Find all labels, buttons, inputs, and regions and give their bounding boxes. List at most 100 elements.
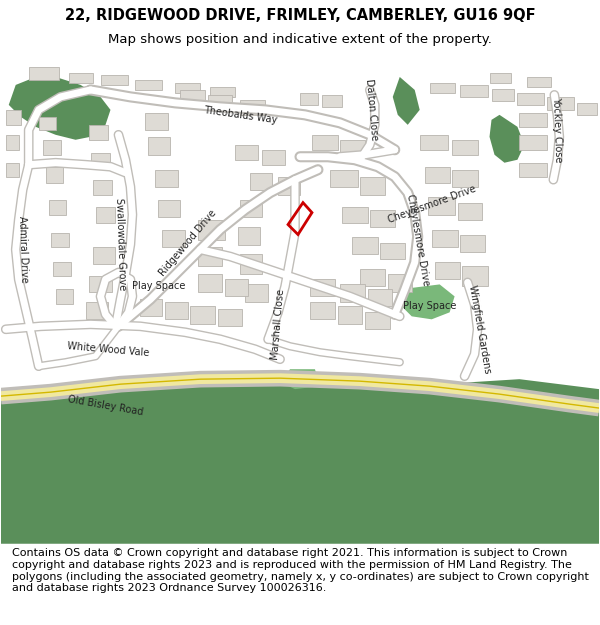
Polygon shape [29,67,59,80]
Text: Marshall Close: Marshall Close [270,289,286,360]
Text: Play Space: Play Space [403,301,457,311]
Polygon shape [428,197,455,214]
Polygon shape [310,302,335,319]
Polygon shape [9,77,110,140]
Polygon shape [520,135,547,150]
Polygon shape [388,274,412,292]
Polygon shape [278,177,300,194]
Text: Cheylesmore Drive: Cheylesmore Drive [405,193,431,286]
Polygon shape [101,75,128,85]
Polygon shape [360,269,385,286]
Polygon shape [262,150,285,165]
Polygon shape [95,207,115,222]
Text: Dalton Close: Dalton Close [364,79,379,141]
Polygon shape [460,234,485,253]
Polygon shape [490,115,524,162]
Polygon shape [89,276,112,292]
Polygon shape [6,135,19,150]
Polygon shape [393,77,419,125]
Polygon shape [92,246,115,264]
Polygon shape [430,83,455,93]
Text: Ridgewood Drive: Ridgewood Drive [158,208,219,278]
Polygon shape [1,379,599,544]
Polygon shape [198,246,222,266]
Polygon shape [50,232,68,246]
Polygon shape [89,125,109,140]
Text: Admiral Drive: Admiral Drive [17,216,29,283]
Polygon shape [322,95,342,107]
Polygon shape [342,207,368,222]
Polygon shape [148,137,170,155]
Polygon shape [240,199,262,217]
Polygon shape [43,140,61,155]
Polygon shape [250,173,272,189]
Polygon shape [6,162,19,177]
Polygon shape [280,369,320,389]
Polygon shape [240,254,262,274]
Polygon shape [352,236,378,254]
Polygon shape [86,302,109,319]
Polygon shape [38,117,56,130]
Polygon shape [452,170,478,187]
Polygon shape [340,140,365,155]
Polygon shape [163,229,185,246]
Polygon shape [175,83,200,93]
Polygon shape [68,73,92,83]
Polygon shape [208,95,232,110]
Polygon shape [370,209,395,226]
Polygon shape [198,274,222,292]
Polygon shape [431,229,458,246]
Polygon shape [527,77,551,87]
Polygon shape [520,113,547,127]
Text: Old Bisley Road: Old Bisley Road [67,394,144,418]
Polygon shape [155,170,178,187]
Polygon shape [517,93,544,105]
Polygon shape [452,140,478,155]
Text: White Wood Vale: White Wood Vale [67,341,150,358]
Polygon shape [460,85,488,97]
Text: 22, RIDGEWOOD DRIVE, FRIMLEY, CAMBERLEY, GU16 9QF: 22, RIDGEWOOD DRIVE, FRIMLEY, CAMBERLEY,… [65,8,535,23]
Polygon shape [56,289,73,304]
Polygon shape [210,87,235,97]
Polygon shape [166,302,188,319]
Polygon shape [419,135,448,150]
Polygon shape [198,219,225,239]
Polygon shape [53,262,71,276]
Polygon shape [400,284,455,319]
Polygon shape [140,299,163,316]
Polygon shape [158,199,181,217]
Text: Swallowdale Grove: Swallowdale Grove [114,198,127,291]
Polygon shape [425,167,449,182]
Polygon shape [91,152,110,167]
Polygon shape [360,177,385,194]
Text: Theobalds Way: Theobalds Way [203,105,278,125]
Polygon shape [136,80,163,90]
Polygon shape [218,309,242,326]
Text: Play Space: Play Space [131,281,185,291]
Polygon shape [6,110,21,125]
Text: Wingfield Gardens: Wingfield Gardens [467,284,492,374]
Polygon shape [92,179,112,194]
Polygon shape [338,306,362,324]
Polygon shape [225,279,248,296]
Polygon shape [368,289,392,306]
Polygon shape [577,103,597,115]
Polygon shape [190,306,215,324]
Polygon shape [434,262,460,279]
Text: Contains OS data © Crown copyright and database right 2021. This information is : Contains OS data © Crown copyright and d… [12,548,589,593]
Polygon shape [310,279,335,296]
Polygon shape [245,284,268,302]
Text: Map shows position and indicative extent of the property.: Map shows position and indicative extent… [108,33,492,46]
Polygon shape [312,135,338,150]
Text: Yockley Close: Yockley Close [551,97,563,162]
Polygon shape [547,97,574,110]
Polygon shape [380,242,405,259]
Polygon shape [340,284,365,302]
Polygon shape [461,266,488,286]
Polygon shape [490,73,511,83]
Polygon shape [238,226,260,244]
Polygon shape [520,162,547,177]
Polygon shape [300,93,318,105]
Polygon shape [458,202,482,219]
Polygon shape [235,145,258,160]
